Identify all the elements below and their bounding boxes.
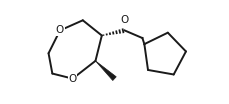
Polygon shape (95, 61, 116, 80)
Text: O: O (56, 25, 64, 35)
Text: O: O (120, 15, 129, 25)
Text: O: O (68, 74, 77, 84)
